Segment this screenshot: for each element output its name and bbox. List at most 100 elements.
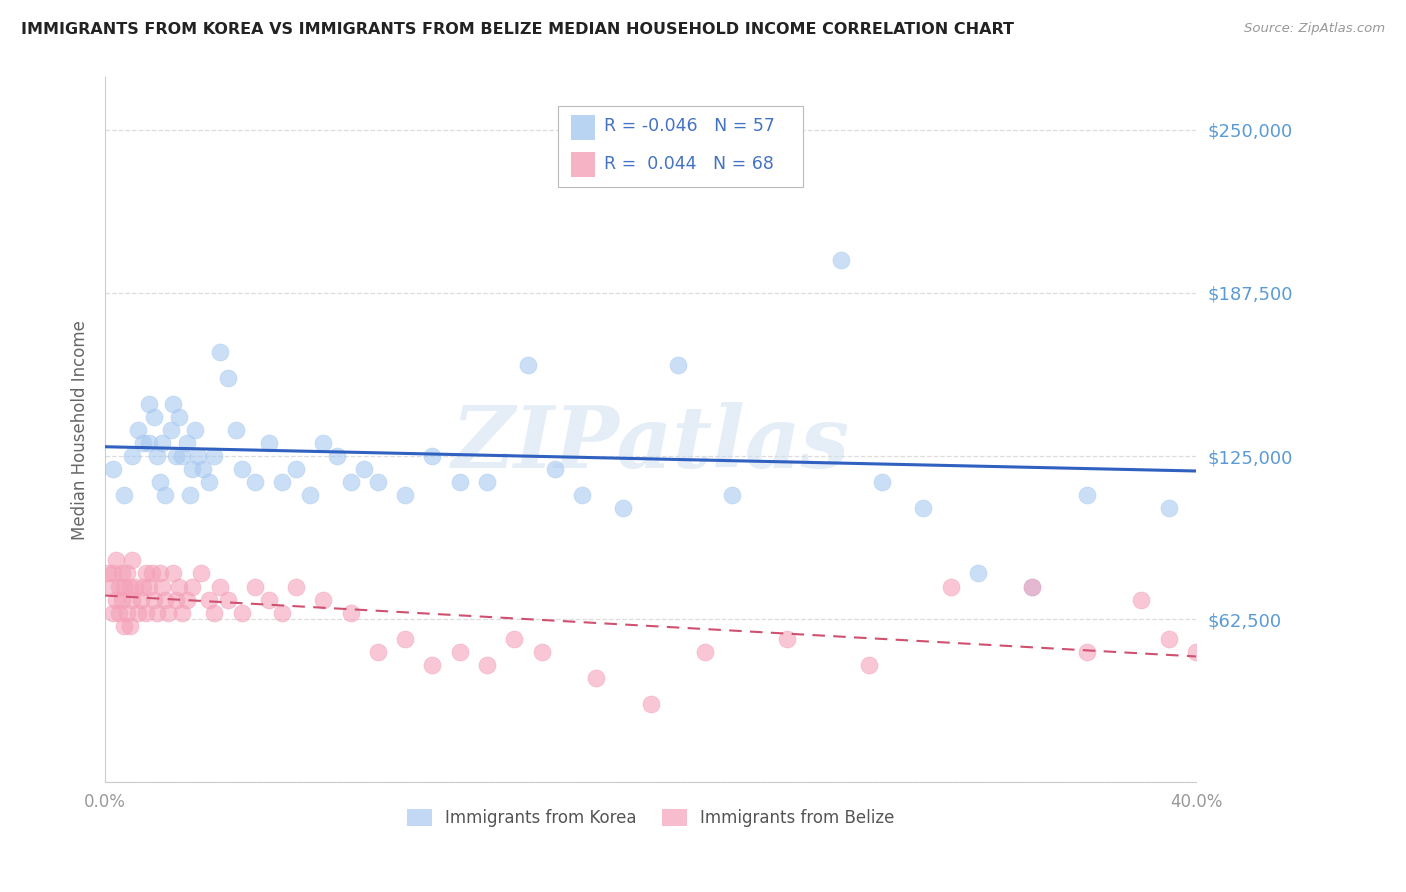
Point [422,449,444,463]
Point [129,592,152,607]
Text: ZIPatlas: ZIPatlas [451,402,849,486]
Point [198,475,221,489]
Point [118,618,141,632]
Point [97,566,120,581]
Point [159,423,181,437]
Point [776,632,799,646]
Point [165,592,187,607]
Point [121,553,143,567]
Point [112,488,135,502]
Point [217,592,239,607]
Point [176,436,198,450]
Point [138,580,160,594]
Point [127,606,149,620]
Point [105,553,128,567]
Point [394,488,416,502]
Point [326,449,349,463]
Point [135,606,157,620]
Point [156,606,179,620]
Point [912,501,935,516]
Point [143,409,166,424]
Point [176,592,198,607]
Point [103,462,125,476]
Point [585,671,607,685]
Point [1076,645,1098,659]
FancyBboxPatch shape [571,115,595,140]
Point [225,423,247,437]
Point [1021,580,1043,594]
Point [208,344,231,359]
Text: IMMIGRANTS FROM KOREA VS IMMIGRANTS FROM BELIZE MEDIAN HOUSEHOLD INCOME CORRELAT: IMMIGRANTS FROM KOREA VS IMMIGRANTS FROM… [21,22,1014,37]
Point [202,606,225,620]
Point [118,580,141,594]
Point [217,370,239,384]
Point [367,475,389,489]
Text: R =  0.044   N = 68: R = 0.044 N = 68 [603,155,773,173]
Point [141,566,163,581]
Point [1157,632,1180,646]
Point [257,592,280,607]
Point [103,606,125,620]
Point [872,475,894,489]
Point [449,645,471,659]
Point [231,606,253,620]
Point [193,462,215,476]
Point [776,149,799,163]
Point [179,488,201,502]
Point [202,449,225,463]
Point [181,462,204,476]
Point [312,592,335,607]
Point [115,606,138,620]
Point [1130,592,1153,607]
Point [530,645,553,659]
Point [612,501,634,516]
Point [181,580,204,594]
Point [105,592,128,607]
Point [135,566,157,581]
Point [100,580,122,594]
Point [208,580,231,594]
Point [245,475,267,489]
Point [830,253,852,268]
Point [124,580,146,594]
Point [640,697,662,711]
Point [198,592,221,607]
Point [162,397,184,411]
Point [285,462,308,476]
Point [121,449,143,463]
Point [153,592,176,607]
Point [152,436,174,450]
Point [167,409,190,424]
Point [312,436,335,450]
Point [152,580,174,594]
Point [503,632,526,646]
Point [271,475,294,489]
FancyBboxPatch shape [558,105,803,186]
Point [110,592,132,607]
Point [143,592,166,607]
Point [475,657,498,672]
Point [257,436,280,450]
Point [165,449,187,463]
Point [1185,645,1208,659]
Point [190,566,212,581]
Text: Source: ZipAtlas.com: Source: ZipAtlas.com [1244,22,1385,36]
Point [367,645,389,659]
Point [666,358,689,372]
Point [153,488,176,502]
Point [516,358,538,372]
Point [571,488,593,502]
Point [167,580,190,594]
Point [112,618,135,632]
Text: R = -0.046   N = 57: R = -0.046 N = 57 [603,117,775,135]
Point [146,606,169,620]
Y-axis label: Median Household Income: Median Household Income [72,320,89,540]
Point [1076,488,1098,502]
Point [544,462,567,476]
Point [339,606,361,620]
Point [353,462,375,476]
Point [146,449,169,463]
Point [939,580,962,594]
Point [149,566,172,581]
Point [138,397,160,411]
